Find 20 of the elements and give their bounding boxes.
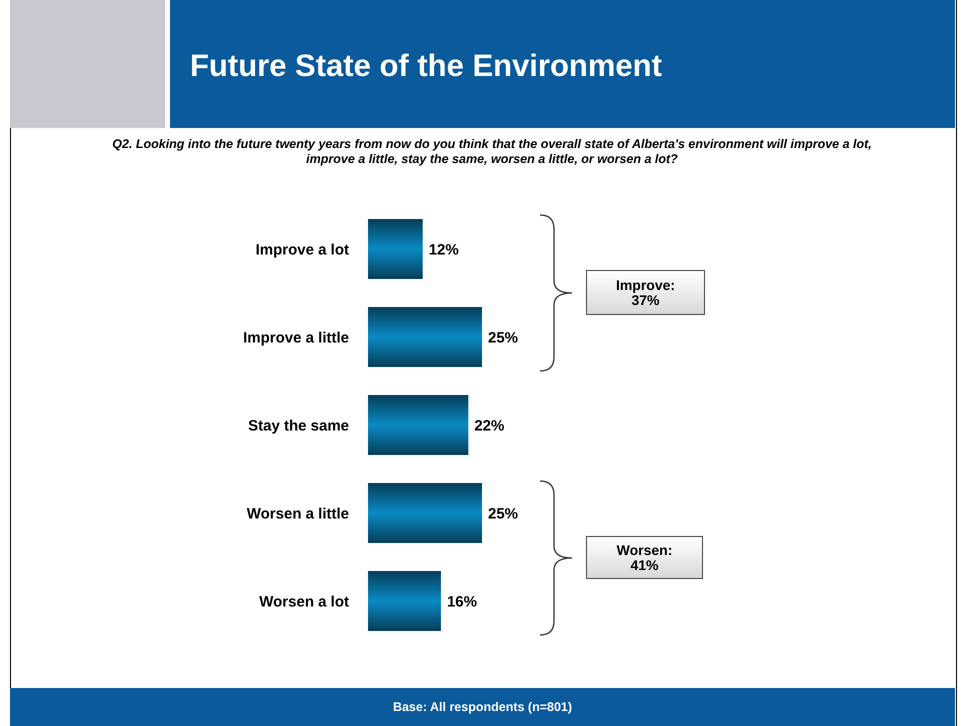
- data-label: 16%: [446, 593, 477, 610]
- text: Improve: 37%: [586, 270, 705, 315]
- data-label: 22%: [474, 417, 504, 434]
- y-tick-label: Worsen a lot: [259, 593, 349, 610]
- bar: [368, 571, 441, 631]
- data-label: 25%: [488, 505, 518, 522]
- text: Base: All respondents (n=801): [10, 688, 955, 726]
- data-label: 12%: [428, 241, 459, 258]
- y-tick-label: Improve a lot: [256, 241, 349, 258]
- bar: [368, 219, 423, 279]
- bar: [368, 395, 468, 455]
- y-tick-label: Worsen a little: [246, 505, 349, 522]
- text: Worsen: 41%: [586, 536, 703, 579]
- y-tick-label: Improve a little: [243, 329, 349, 346]
- y-tick-label: Stay the same: [248, 417, 349, 434]
- bar: [368, 483, 482, 543]
- chart-subtitle: Q2. Looking into the future twenty years from now do you think that the overall state of Alberta's environment will improve a lot, improve a little, stay the same, worsen a little, or worsen a lot?: [111, 137, 873, 167]
- data-label: 25%: [488, 329, 518, 346]
- bar: [368, 307, 482, 367]
- chart-title: Future State of the Environment: [190, 48, 662, 84]
